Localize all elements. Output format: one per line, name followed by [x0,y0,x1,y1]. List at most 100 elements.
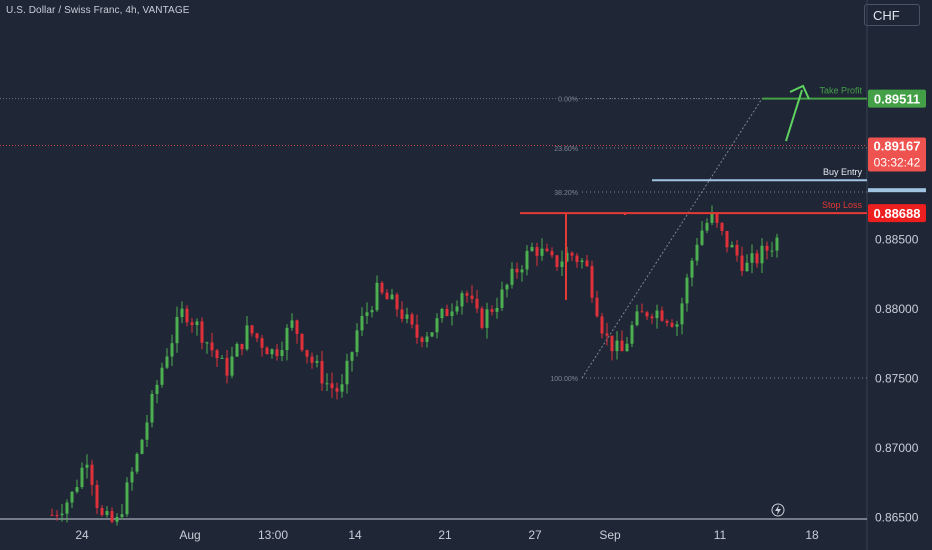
candle [410,312,414,329]
candle [730,241,734,248]
candle [630,320,634,348]
candle [575,252,579,268]
candle [425,332,429,348]
candle [430,331,434,338]
candle [55,510,59,521]
candle [290,313,294,331]
x-tick-label: 14 [348,528,362,542]
candle [305,349,309,364]
x-axis: 24 Aug 13:00 14 21 27 Sep 11 18 [75,528,819,542]
candle [650,313,654,324]
candle [295,319,299,344]
candle [275,343,279,361]
fib-level-label: 23.60% [554,146,578,153]
candle [485,302,489,339]
candle [725,230,729,253]
candle [165,348,169,370]
levels-layer: Take Profit Buy Entry Stop Loss 0.89511 0.89… [0,84,926,300]
candle [145,414,149,448]
candle [315,355,319,368]
stop-loss-label: Stop Loss [822,200,863,210]
candle [765,241,769,260]
candle [115,513,119,526]
candle [335,382,339,400]
candle [390,288,394,300]
candle [670,319,674,328]
candle [445,304,449,317]
candle [440,307,444,323]
candle [555,254,559,271]
candle [660,306,664,322]
candle [615,331,619,360]
candle [775,233,779,258]
candle [100,504,104,517]
candle [465,290,469,303]
candle [340,374,344,398]
candle [280,341,284,362]
candle [460,290,464,315]
candle [510,262,514,289]
candle [385,289,389,300]
fib-layer: 0.00% 23.60% 38.20% 100.00% [550,97,867,383]
candle [455,300,459,315]
candle [715,212,719,228]
currency-button[interactable]: CHF [864,4,920,26]
candle [360,307,364,336]
candle [255,332,259,343]
candle [85,454,89,479]
x-tick-label: Aug [179,528,200,542]
candle [500,281,504,312]
buy-entry-price-marker [868,188,926,193]
lightning-icon[interactable] [771,503,785,517]
candle [160,362,164,388]
candle [225,350,229,384]
candle [205,341,209,354]
candle [95,480,99,515]
candle [375,275,379,312]
candle [200,317,204,350]
take-profit-price: 0.89511 [874,92,920,107]
candle [325,373,329,391]
candle [520,265,524,282]
candle [610,335,614,361]
candle [450,303,454,326]
x-tick-label: Sep [599,528,621,542]
candle [50,508,54,517]
candle [105,506,109,518]
candle [300,333,304,353]
candle [60,503,64,522]
y-tick-label: 0.88500 [875,232,919,246]
candle [235,342,239,357]
buy-entry-label: Buy Entry [823,167,863,177]
candle [215,348,219,367]
x-tick-label: 18 [805,528,819,542]
candle [585,254,589,268]
candle [755,249,759,268]
candle [620,330,624,352]
candle [350,351,354,372]
candle [355,323,359,357]
last-price: 0.89167 [874,139,921,154]
candle [600,313,604,339]
candle [65,499,69,523]
candle [170,334,174,367]
candle [180,301,184,324]
candle [540,238,544,261]
candle [700,220,704,247]
candle [525,245,529,276]
candle [645,310,649,321]
y-tick-label: 0.86500 [875,511,919,525]
chart-title: U.S. Dollar / Swiss Franc, 4h, VANTAGE [6,5,190,16]
candle [515,262,519,279]
candle [595,290,599,318]
candle [495,297,499,319]
candle [640,303,644,313]
candle [530,242,534,252]
x-tick-label: 24 [75,528,89,542]
candle [475,289,479,314]
candle [505,283,509,298]
up-arrow-icon [785,84,810,142]
candle [435,313,439,339]
candle [70,490,74,509]
